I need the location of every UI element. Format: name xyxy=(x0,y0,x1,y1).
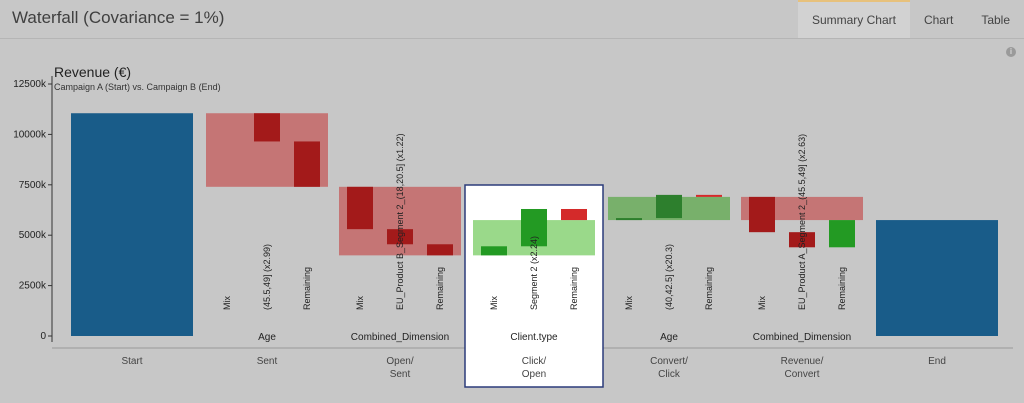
component-label: (40,42.5] (x20.3) xyxy=(664,244,674,310)
component-label: EU_Product A_Segment 2_(45.5,49] (x2.63) xyxy=(797,134,807,310)
component-label: Mix xyxy=(222,296,232,310)
component-bar xyxy=(829,220,855,248)
x-category-label: Sent xyxy=(390,369,411,380)
component-bar xyxy=(749,196,775,233)
component-label: Segment 2 (x2.24) xyxy=(529,236,539,310)
x-category-label: End xyxy=(928,356,946,367)
component-label: Remaining xyxy=(837,267,847,310)
view-tabs: Summary Chart Chart Table xyxy=(797,0,1024,38)
tab-table[interactable]: Table xyxy=(981,13,1010,27)
component-label: Mix xyxy=(355,296,365,310)
component-bar xyxy=(521,208,547,247)
component-bar xyxy=(561,208,587,221)
y-tick-label: 7500k xyxy=(19,180,47,191)
component-bar xyxy=(347,186,373,230)
component-bar xyxy=(656,194,682,219)
page-title: Waterfall (Covariance = 1%) xyxy=(12,8,225,27)
x-category-label: Revenue/ xyxy=(781,356,824,367)
component-bar xyxy=(294,141,320,187)
tab-chart[interactable]: Chart xyxy=(923,13,954,27)
y-tick-label: 10000k xyxy=(13,129,47,140)
component-label: Mix xyxy=(757,296,767,310)
component-bar xyxy=(696,194,722,197)
x-category-label: Click/ xyxy=(522,356,547,367)
tab-summary-chart[interactable]: Summary Chart xyxy=(797,0,910,38)
component-bar xyxy=(481,246,507,256)
component-bar xyxy=(427,244,453,256)
y-tick-label: 5000k xyxy=(19,230,47,241)
chart-title: Revenue (€) xyxy=(54,64,131,80)
component-label: Mix xyxy=(624,296,634,310)
x-category-label: Convert/ xyxy=(650,356,688,367)
y-tick-label: 0 xyxy=(40,331,46,342)
component-label: Mix xyxy=(489,296,499,310)
x-category-label: Open xyxy=(522,369,546,380)
dimension-label: Age xyxy=(258,332,276,343)
component-label: Remaining xyxy=(435,267,445,310)
component-bar xyxy=(789,232,815,248)
x-category-label: Open/ xyxy=(386,356,413,367)
component-bar xyxy=(254,113,280,142)
total-bar xyxy=(71,113,193,337)
x-category-label: Click xyxy=(658,369,681,380)
dimension-label: Combined_Dimension xyxy=(753,332,851,343)
dimension-label: Age xyxy=(660,332,678,343)
total-bar xyxy=(876,220,998,336)
header-bar: Waterfall (Covariance = 1%) Summary Char… xyxy=(0,0,1024,38)
x-category-label: Start xyxy=(121,356,142,367)
y-tick-label: 2500k xyxy=(19,281,47,292)
component-label: (45.5,49] (x2.99) xyxy=(262,244,272,310)
component-bar xyxy=(387,229,413,245)
component-bar xyxy=(616,218,642,221)
component-label: Remaining xyxy=(704,267,714,310)
y-tick-label: 12500k xyxy=(13,79,47,90)
chart-subtitle: Campaign A (Start) vs. Campaign B (End) xyxy=(54,82,221,92)
component-label: EU_Product B_Segment 2_(18,20.5] (x1.22) xyxy=(395,133,405,310)
header-divider xyxy=(0,38,1024,39)
info-icon[interactable]: i xyxy=(1006,47,1016,57)
dimension-label: Combined_Dimension xyxy=(351,332,449,343)
dimension-label: Client.type xyxy=(510,332,558,343)
x-category-label: Convert xyxy=(784,369,819,380)
component-label: Remaining xyxy=(569,267,579,310)
x-category-label: Sent xyxy=(257,356,278,367)
component-label: Remaining xyxy=(302,267,312,310)
